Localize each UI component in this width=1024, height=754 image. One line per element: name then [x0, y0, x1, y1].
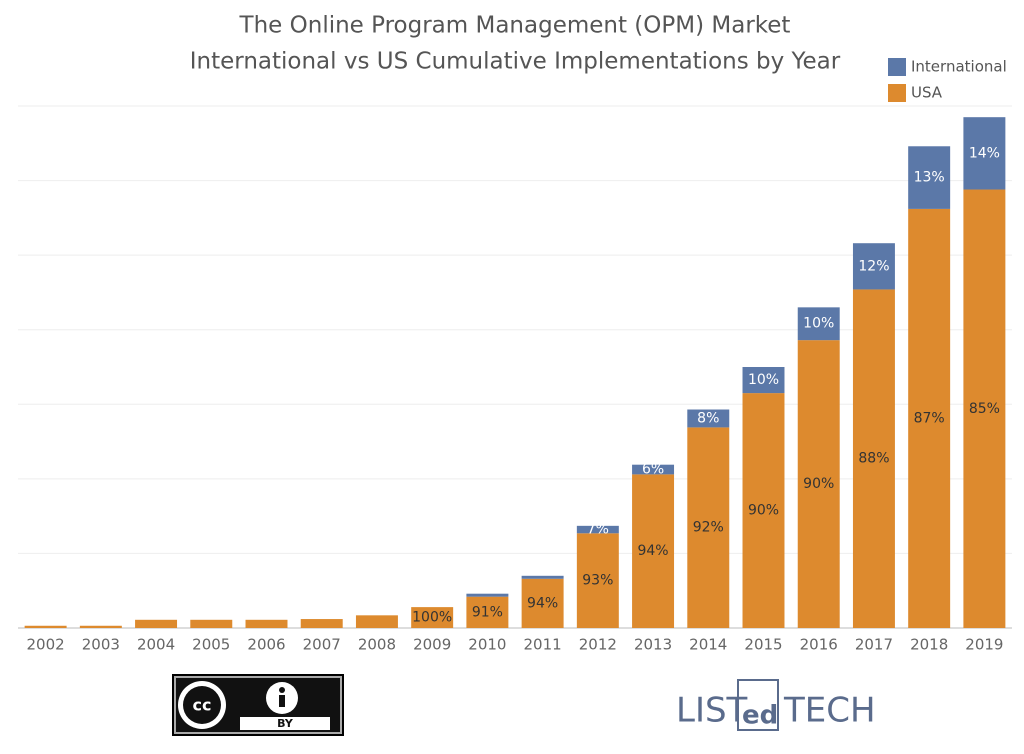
x-tick-label: 2008: [358, 636, 396, 654]
bar-segment: [687, 427, 730, 628]
data-label: 88%: [858, 451, 889, 467]
x-tick-label: 2009: [413, 636, 451, 654]
data-label: 91%: [472, 604, 503, 620]
x-tick-label: 2017: [855, 636, 893, 654]
x-tick-label: 2005: [192, 636, 230, 654]
data-label: 90%: [748, 503, 779, 519]
bar-segment: [300, 619, 343, 628]
bar-segment: [24, 625, 67, 628]
bar-segment: [963, 117, 1006, 190]
bar-segment: [135, 619, 178, 628]
data-label: 100%: [412, 610, 452, 626]
data-label: 90%: [803, 476, 834, 492]
x-tick-label: 2003: [82, 636, 120, 654]
license-badge: cc BY: [172, 674, 344, 736]
chart-title: The Online Program Management (OPM) Mark…: [239, 13, 791, 39]
x-tick-label: 2004: [137, 636, 175, 654]
bar-segment: [742, 367, 785, 394]
data-label: 94%: [527, 595, 558, 611]
legend-swatch: [888, 58, 906, 76]
bar-segment: [466, 596, 509, 628]
data-label: 93%: [582, 573, 613, 589]
data-label: 8%: [697, 410, 719, 426]
logo-text: ed: [742, 701, 778, 731]
bar-segment: [79, 625, 122, 628]
bar-segment: [521, 578, 564, 628]
data-label: 10%: [803, 316, 834, 332]
x-tick-label: 2019: [965, 636, 1003, 654]
bar-segment: [797, 307, 840, 341]
x-tick-label: 2002: [27, 636, 65, 654]
data-label: 85%: [969, 401, 1000, 417]
data-label: 92%: [693, 520, 724, 536]
x-tick-label: 2018: [910, 636, 948, 654]
legend-label: USA: [911, 84, 943, 102]
bar-segment: [521, 575, 564, 579]
data-label: 10%: [748, 372, 779, 388]
x-tick-label: 2013: [634, 636, 672, 654]
bar-segment: [852, 243, 895, 290]
data-label: 14%: [969, 145, 1000, 161]
x-tick-label: 2015: [744, 636, 782, 654]
legend-label: International: [911, 58, 1007, 76]
bar-segment: [632, 474, 675, 628]
chart-subtitle: International vs US Cumulative Implement…: [190, 49, 841, 75]
x-tick-label: 2010: [468, 636, 506, 654]
x-tick-label: 2014: [689, 636, 727, 654]
x-tick-label: 2012: [579, 636, 617, 654]
bar-segment: [245, 619, 288, 628]
bar-segment: [190, 619, 233, 628]
bar-segment: [797, 340, 840, 628]
bar-segment: [742, 393, 785, 628]
x-tick-label: 2006: [247, 636, 285, 654]
x-tick-label: 2007: [303, 636, 341, 654]
x-tick-label: 2011: [524, 636, 562, 654]
bar-segment: [963, 189, 1006, 628]
data-label: 94%: [637, 543, 668, 559]
bar-segment: [908, 146, 951, 209]
legend-swatch: [888, 84, 906, 102]
bar-segment: [852, 289, 895, 628]
license-label: BY: [277, 717, 294, 730]
logo-text: TECH: [783, 691, 876, 731]
data-label: 6%: [642, 462, 664, 478]
logo-text: LIST: [676, 691, 748, 731]
data-label: 87%: [914, 410, 945, 426]
svg-text:cc: cc: [193, 696, 212, 715]
bar-segment: [687, 409, 730, 428]
x-tick-label: 2016: [800, 636, 838, 654]
bar-segment: [632, 464, 675, 475]
bar-segment: [576, 525, 619, 534]
data-label: 7%: [587, 522, 609, 538]
bar-segment: [576, 533, 619, 628]
data-label: 12%: [858, 258, 889, 274]
bar-segment: [908, 208, 951, 628]
logo: LIST ed TECH: [676, 679, 876, 731]
bar-segment: [355, 615, 398, 628]
data-label: 13%: [914, 170, 945, 186]
bar-segment: [466, 593, 509, 597]
bar-segment: [411, 607, 454, 628]
